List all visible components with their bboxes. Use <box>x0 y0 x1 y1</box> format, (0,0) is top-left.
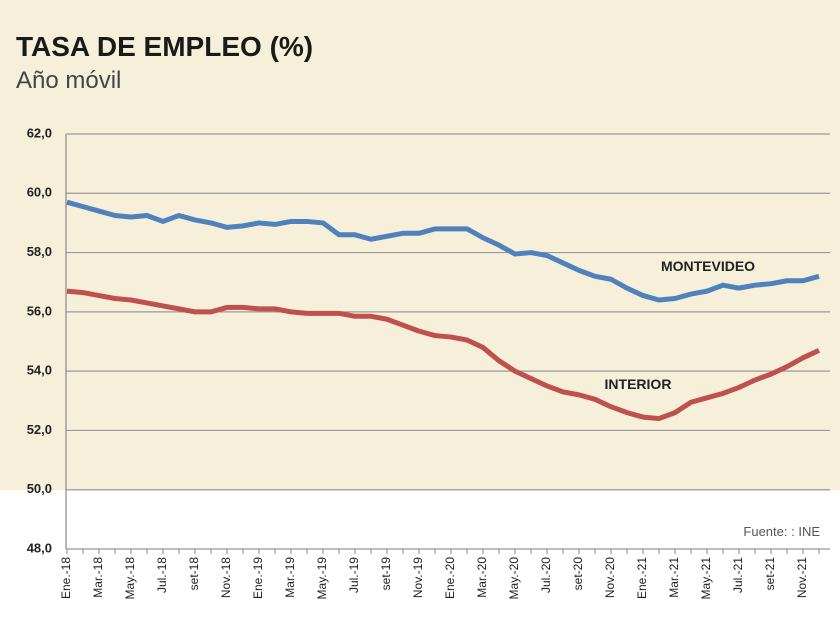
series-line <box>66 199 820 303</box>
x-tick-label: Ene.-20 <box>443 557 457 599</box>
x-tick-label: set-21 <box>763 557 777 591</box>
x-tick-label: Nov.-21 <box>795 557 809 598</box>
lower-background <box>0 490 840 632</box>
y-tick-label: 58,0 <box>27 244 52 259</box>
x-tick-label: May.-18 <box>123 557 137 600</box>
series-label: INTERIOR <box>605 376 672 392</box>
x-tick-label: Nov.-20 <box>603 557 617 598</box>
y-tick-label: 56,0 <box>27 303 52 318</box>
x-tick-label: May.-20 <box>507 557 521 600</box>
source: Fuente: : INE <box>743 524 820 539</box>
x-tick-label: set-19 <box>379 557 393 591</box>
x-tick-label: Mar.-21 <box>667 557 681 598</box>
y-tick-label: 62,0 <box>27 125 52 140</box>
x-tick-label: Mar.-18 <box>91 557 105 598</box>
x-tick-label: Nov.-19 <box>411 557 425 598</box>
x-tick-label: Mar.-20 <box>475 557 489 598</box>
y-tick-label: 48,0 <box>27 540 52 555</box>
y-tick-label: 54,0 <box>27 363 52 378</box>
x-tick-label: Ene.-18 <box>59 557 73 599</box>
series-label: MONTEVIDEO <box>661 258 755 274</box>
x-tick-label: Ene.-21 <box>635 557 649 599</box>
x-tick-label: Jul.-18 <box>155 557 169 593</box>
chart-subtitle: Año móvil <box>16 67 121 94</box>
x-tick-label: May.-19 <box>315 557 329 600</box>
y-tick-label: 52,0 <box>27 422 52 437</box>
x-tick-label: Jul.-21 <box>731 557 745 593</box>
x-tick-label: Mar.-19 <box>283 557 297 598</box>
series-line <box>66 288 821 422</box>
x-tick-label: set-20 <box>571 557 585 591</box>
x-tick-label: set-18 <box>187 557 201 591</box>
x-tick-label: Jul.-20 <box>539 557 553 593</box>
x-tick-label: Nov.-18 <box>219 557 233 598</box>
y-tick-label: 60,0 <box>27 185 52 200</box>
chart-title: TASA DE EMPLEO (%) <box>16 31 313 62</box>
y-tick-label: 50,0 <box>27 481 52 496</box>
x-tick-label: May.-21 <box>699 557 713 600</box>
x-tick-label: Jul.-19 <box>347 557 361 593</box>
x-tick-label: Ene.-19 <box>251 557 265 599</box>
